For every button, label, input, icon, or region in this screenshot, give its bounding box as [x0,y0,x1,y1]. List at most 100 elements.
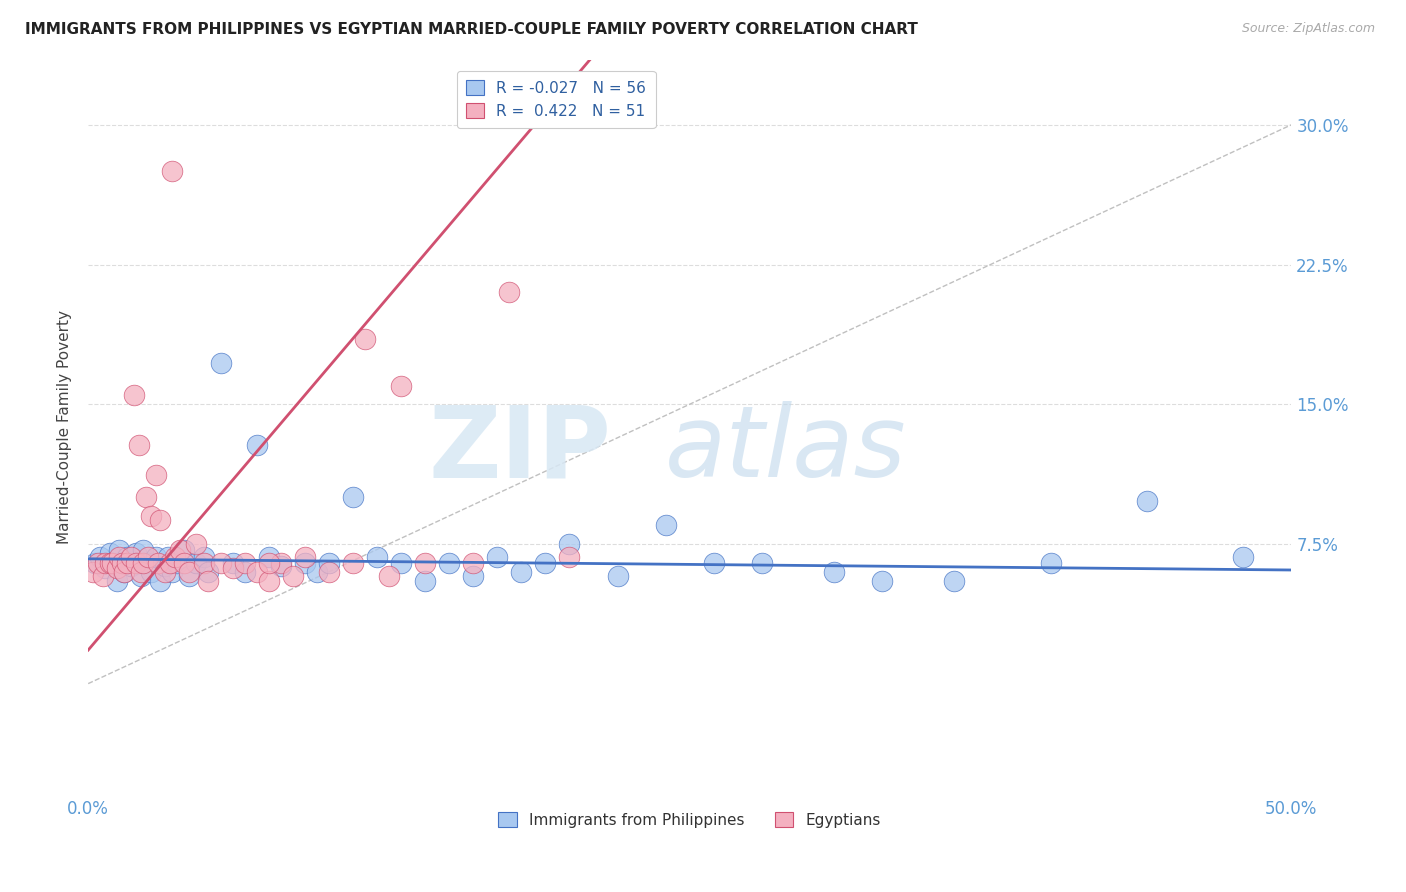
Point [318,565,340,579]
Point [89,549,111,564]
Point [128,438,150,452]
Point [108,549,131,564]
Point [342,491,364,505]
Point [870,574,893,589]
Point [342,556,364,570]
Point [197,574,219,589]
Point [751,556,773,570]
Point [153,565,176,579]
Point [145,549,167,564]
Point [98,556,121,570]
Point [294,556,316,570]
Point [534,556,557,570]
Point [108,542,131,557]
Point [294,549,316,564]
Point [129,568,152,582]
Point [112,565,135,579]
Point [132,542,155,557]
Point [105,574,128,589]
Y-axis label: Married-Couple Family Poverty: Married-Couple Family Poverty [58,310,72,544]
Point [1039,556,1062,570]
Point [389,556,412,570]
Point [654,518,676,533]
Text: atlas: atlas [665,401,907,498]
Point [318,556,340,570]
Point [209,556,232,570]
Point [84,556,107,570]
Point [193,556,215,570]
Point [233,556,256,570]
Point [305,565,328,579]
Point [105,561,128,575]
Point [121,549,143,564]
Point [122,388,145,402]
Text: ZIP: ZIP [429,401,612,498]
Point [558,549,581,564]
Point [145,468,167,483]
Point [132,556,155,570]
Point [149,513,172,527]
Point [221,556,243,570]
Point [149,574,172,589]
Point [270,559,292,574]
Point [163,549,186,564]
Point [135,491,157,505]
Point [257,574,280,589]
Point [463,556,485,570]
Point [943,574,966,589]
Point [354,332,377,346]
Point [111,556,134,570]
Point [186,556,208,570]
Point [1232,549,1254,564]
Point [498,285,520,300]
Point [146,556,169,570]
Point [115,549,138,564]
Point [112,565,135,579]
Point [389,378,412,392]
Point [101,556,124,570]
Point [125,556,148,570]
Point [413,556,436,570]
Point [510,565,533,579]
Point [413,574,436,589]
Point [823,565,845,579]
Point [193,549,215,564]
Point [128,556,150,570]
Point [270,556,292,570]
Point [378,568,401,582]
Point [121,559,143,574]
Point [257,549,280,564]
Point [366,549,388,564]
Legend: Immigrants from Philippines, Egyptians: Immigrants from Philippines, Egyptians [491,805,889,836]
Point [437,556,460,570]
Point [1136,494,1159,508]
Point [139,508,162,523]
Point [233,565,256,579]
Point [94,556,117,570]
Point [98,546,121,560]
Point [101,556,124,570]
Point [156,549,179,564]
Point [606,568,628,582]
Point [281,568,304,582]
Point [153,559,176,574]
Point [209,356,232,370]
Text: IMMIGRANTS FROM PHILIPPINES VS EGYPTIAN MARRIED-COUPLE FAMILY POVERTY CORRELATIO: IMMIGRANTS FROM PHILIPPINES VS EGYPTIAN … [25,22,918,37]
Point [136,549,159,564]
Point [115,556,138,570]
Point [169,542,191,557]
Point [94,561,117,575]
Point [129,565,152,579]
Point [463,568,485,582]
Point [173,542,195,557]
Point [173,556,195,570]
Point [166,556,188,570]
Point [162,164,184,178]
Point [246,565,269,579]
Point [82,565,104,579]
Point [486,549,509,564]
Point [179,568,201,582]
Point [221,561,243,575]
Point [91,568,114,582]
Point [139,565,162,579]
